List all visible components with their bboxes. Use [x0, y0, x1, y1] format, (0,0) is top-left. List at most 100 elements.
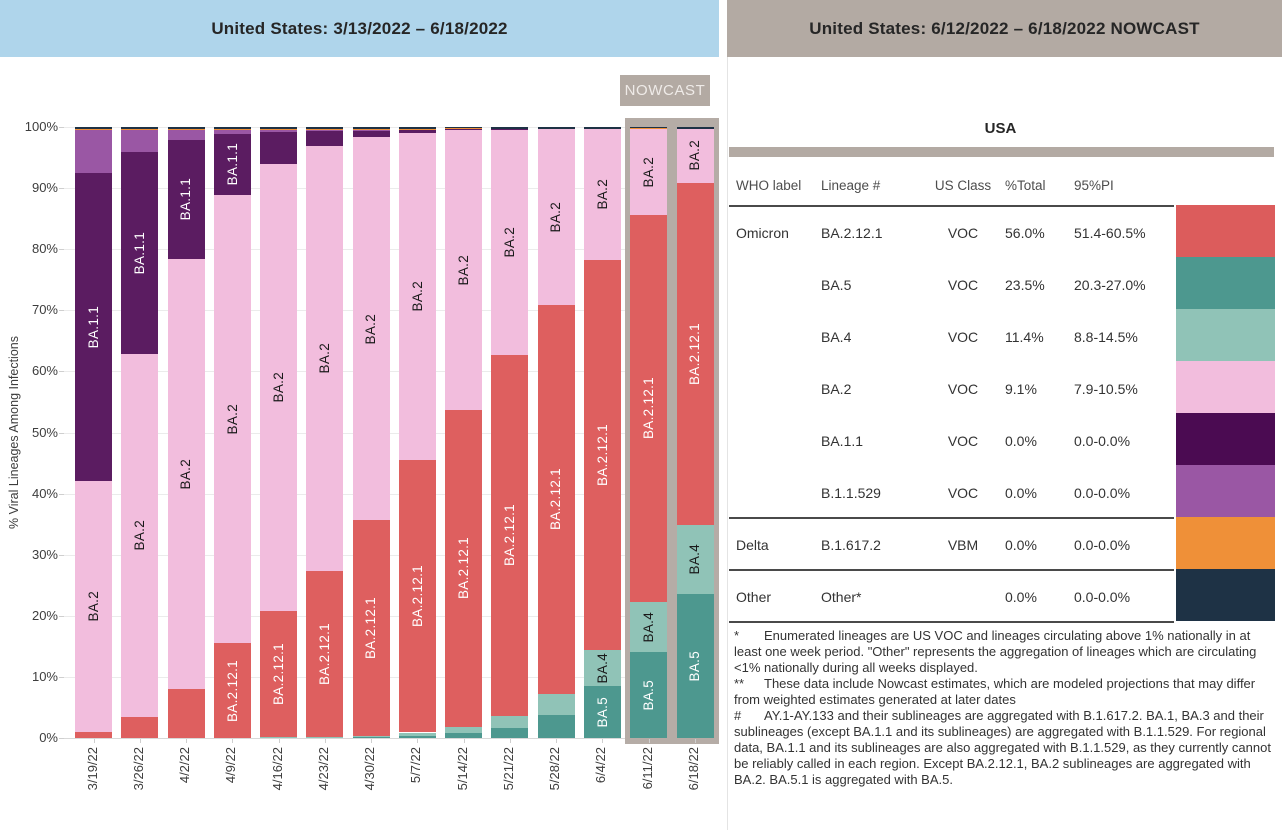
- bar-segment-BA.4[interactable]: [306, 736, 344, 738]
- bar-segment-BA.2[interactable]: BA.2: [676, 128, 714, 183]
- bar-segment-BA.2.12.1[interactable]: BA.2.12.1: [260, 610, 298, 737]
- bar-segment-B.1.617.2[interactable]: [630, 128, 668, 129]
- bar-segment-BA.1.1[interactable]: [260, 131, 298, 165]
- bar-segment-B.1.617.2[interactable]: [398, 128, 436, 130]
- bar-segment-Other[interactable]: [583, 127, 621, 129]
- bar-segment-BA.2.12.1[interactable]: BA.2.12.1: [583, 260, 621, 650]
- bar-segment-BA.2[interactable]: BA.2: [583, 128, 621, 261]
- bar-segment-BA.4[interactable]: [352, 735, 390, 738]
- bar-segment-BA.2.12.1[interactable]: BA.2.12.1: [306, 571, 344, 737]
- bar-segment-Other[interactable]: [445, 127, 483, 128]
- bar-segment-B.1.1.529[interactable]: [167, 129, 205, 140]
- bar-segment-BA.5[interactable]: [306, 737, 344, 738]
- bar-segment-B.1.1.529[interactable]: [213, 130, 251, 135]
- bar-segment-BA.5[interactable]: BA.5: [676, 594, 714, 738]
- bar-segment-Other[interactable]: [630, 127, 668, 129]
- bar-segment-BA.1.1[interactable]: BA.1.1: [167, 139, 205, 259]
- bar-segment-BA.2[interactable]: BA.2: [630, 128, 668, 215]
- bar-segment-BA.4[interactable]: [537, 694, 575, 715]
- bar-segment-BA.5[interactable]: [352, 737, 390, 738]
- bar-segment-B.1.617.2[interactable]: [213, 128, 251, 131]
- bar-segment-B.1.617.2[interactable]: [167, 128, 205, 130]
- bar-segment-BA.4[interactable]: [398, 732, 436, 737]
- bar-segment-B.1.617.2[interactable]: [445, 127, 483, 129]
- bar-segment-BA.2.12.1[interactable]: BA.2.12.1: [352, 520, 390, 736]
- bar-segment-BA.1.1[interactable]: [352, 130, 390, 138]
- bar-segment-BA.2.12.1[interactable]: BA.2.12.1: [445, 409, 483, 727]
- bar-segment-BA.2.12.1[interactable]: [75, 731, 112, 738]
- bar-segment-B.1.617.2[interactable]: [75, 129, 112, 131]
- bar-segment-B.1.1.529[interactable]: [121, 130, 159, 153]
- bar-segment-Other[interactable]: [213, 127, 251, 129]
- bar-segment-BA.1.1[interactable]: [491, 128, 529, 130]
- bar-segment-B.1.1.529[interactable]: [352, 129, 390, 131]
- bar-segment-BA.2.12.1[interactable]: [167, 689, 205, 738]
- bar-segment-BA.2[interactable]: BA.2: [260, 164, 298, 611]
- bar-segment-BA.2.12.1[interactable]: BA.2.12.1: [491, 354, 529, 716]
- bar-segment-BA.2[interactable]: BA.2: [75, 481, 112, 732]
- bar-segment-BA.5[interactable]: [491, 728, 529, 738]
- bar-segment-Other[interactable]: [491, 127, 529, 129]
- bar-segment-BA.1.1[interactable]: [306, 131, 344, 146]
- bar-segment-BA.2[interactable]: BA.2: [537, 128, 575, 305]
- bar-segment-B.1.1.529[interactable]: [260, 129, 298, 132]
- bar-segment-BA.2[interactable]: BA.2: [398, 133, 436, 460]
- bar-segment-BA.4[interactable]: BA.4: [630, 601, 668, 652]
- bar-segment-BA.2.12.1[interactable]: BA.2.12.1: [676, 182, 714, 525]
- bar-segment-B.1.1.529[interactable]: [75, 130, 112, 173]
- bar-segment-BA.1.1[interactable]: BA.1.1: [121, 152, 159, 354]
- bar-segment-BA.4[interactable]: BA.4: [676, 524, 714, 595]
- y-tick-label: 40%: [31, 485, 58, 501]
- x-tick-mark: [648, 739, 650, 743]
- bar-segment-BA.5[interactable]: [398, 736, 436, 738]
- bar-segment-BA.2[interactable]: BA.2: [306, 145, 344, 572]
- bar-segment-BA.1.1[interactable]: BA.1.1: [213, 134, 251, 195]
- bar-segment-Other[interactable]: [75, 127, 112, 130]
- bar-segment-BA.5[interactable]: [260, 737, 298, 738]
- bar-segment-BA.2.12.1[interactable]: BA.2.12.1: [537, 304, 575, 694]
- y-tick-mark: [59, 249, 64, 251]
- bar-segment-Other[interactable]: [121, 127, 159, 130]
- bar-segment-Other[interactable]: [167, 127, 205, 129]
- bar-segment-BA.1.1[interactable]: [398, 130, 436, 134]
- bar-segment-BA.5[interactable]: [445, 733, 483, 738]
- bar-segment-label: BA.1.1: [178, 178, 194, 221]
- bar-segment-B.1.1.529[interactable]: [445, 128, 483, 129]
- bar-segment-BA.4[interactable]: [445, 727, 483, 734]
- bar-segment-BA.4[interactable]: [491, 716, 529, 729]
- bar-segment-BA.1.1[interactable]: BA.1.1: [75, 172, 112, 482]
- bar-segment-BA.1.1[interactable]: [445, 128, 483, 131]
- bar-segment-B.1.617.2[interactable]: [352, 128, 390, 130]
- bar-segment-BA.2[interactable]: BA.2: [167, 258, 205, 690]
- bar-segment-BA.2.12.1[interactable]: BA.2.12.1: [398, 459, 436, 733]
- bar-segment-label: BA.2.12.1: [224, 659, 240, 722]
- bar-segment-B.1.617.2[interactable]: [306, 128, 344, 131]
- bar-segment-BA.2[interactable]: BA.2: [491, 129, 529, 355]
- bar-segment-BA.2.12.1[interactable]: BA.2.12.1: [630, 214, 668, 602]
- bar-segment-B.1.617.2[interactable]: [121, 129, 159, 131]
- bar-segment-BA.5[interactable]: BA.5: [583, 686, 621, 738]
- bar-segment-Other[interactable]: [260, 127, 298, 129]
- bar-segment-BA.2[interactable]: BA.2: [352, 137, 390, 521]
- bar-segment-Other[interactable]: [537, 127, 575, 129]
- bar-segment-Other[interactable]: [398, 127, 436, 129]
- bar-segment-Other[interactable]: [306, 127, 344, 129]
- column-header: WHO label: [736, 178, 802, 193]
- bar-segment-BA.4[interactable]: [260, 736, 298, 738]
- nowcast-panel-header: United States: 6/12/2022 – 6/18/2022 NOW…: [727, 0, 1282, 57]
- bar-segment-label: BA.2: [132, 519, 148, 551]
- bar-segment-B.1.1.529[interactable]: [398, 129, 436, 131]
- bar-segment-BA.2[interactable]: BA.2: [121, 353, 159, 717]
- bar-segment-B.1.617.2[interactable]: [260, 128, 298, 130]
- bar-segment-BA.2[interactable]: BA.2: [213, 194, 251, 644]
- bar-segment-BA.2[interactable]: BA.2: [445, 130, 483, 410]
- bar-segment-BA.2.12.1[interactable]: [121, 716, 159, 738]
- bar-segment-BA.5[interactable]: [537, 714, 575, 738]
- bar-segment-BA.4[interactable]: BA.4: [583, 650, 621, 687]
- bar-segment-Other[interactable]: [676, 127, 714, 129]
- bar-segment-BA.5[interactable]: BA.5: [630, 651, 668, 738]
- bar-segment-Other[interactable]: [352, 127, 390, 129]
- bar-segment-BA.2.12.1[interactable]: BA.2.12.1: [213, 643, 251, 738]
- bar-segment-B.1.1.529[interactable]: [306, 130, 344, 132]
- x-tick-mark: [371, 739, 373, 743]
